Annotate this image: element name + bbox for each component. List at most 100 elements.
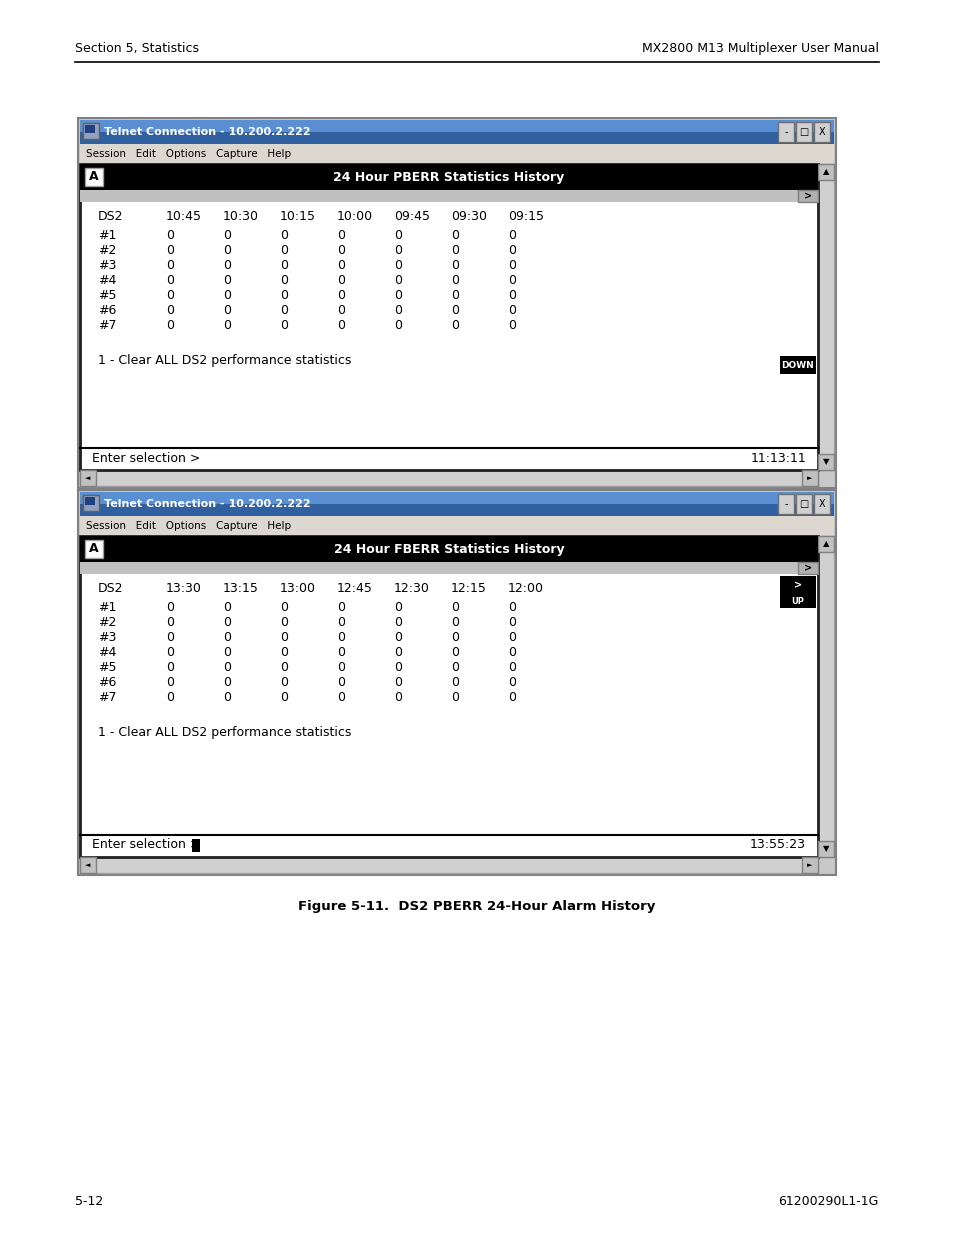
Text: 0: 0: [507, 692, 516, 704]
Text: 0: 0: [451, 692, 458, 704]
Text: 0: 0: [394, 676, 401, 689]
Bar: [192, 839, 200, 852]
Text: >: >: [803, 563, 811, 573]
Text: Figure 5-11.  DS2 PBERR 24-Hour Alarm History: Figure 5-11. DS2 PBERR 24-Hour Alarm His…: [298, 900, 655, 913]
Bar: [817, 841, 833, 857]
Text: 0: 0: [507, 631, 516, 643]
Text: 09:15: 09:15: [507, 210, 543, 224]
Text: DS2: DS2: [98, 582, 123, 595]
Text: 0: 0: [166, 692, 173, 704]
Text: 0: 0: [280, 661, 288, 674]
Text: 0: 0: [507, 319, 516, 332]
Text: 0: 0: [451, 319, 458, 332]
Text: 13:15: 13:15: [223, 582, 258, 595]
Text: 0: 0: [166, 289, 173, 303]
Bar: [795, 122, 811, 142]
Text: 0: 0: [223, 616, 231, 629]
Text: 0: 0: [336, 289, 345, 303]
Bar: [83, 495, 99, 511]
Text: 0: 0: [336, 259, 345, 272]
Bar: [80, 164, 817, 471]
Text: 0: 0: [223, 646, 231, 659]
Text: 0: 0: [451, 289, 458, 303]
Text: ►: ►: [806, 475, 812, 480]
Bar: [817, 454, 833, 471]
Text: A: A: [89, 542, 99, 556]
Text: 1 - Clear ALL DS2 performance statistics: 1 - Clear ALL DS2 performance statistics: [98, 726, 351, 739]
Text: #5: #5: [98, 661, 116, 674]
Text: 0: 0: [336, 616, 345, 629]
Text: 0: 0: [451, 601, 458, 614]
Text: 0: 0: [507, 616, 516, 629]
Text: 0: 0: [507, 676, 516, 689]
Text: 09:30: 09:30: [451, 210, 486, 224]
Bar: [817, 536, 833, 857]
Text: ▼: ▼: [821, 457, 828, 467]
Text: Enter selection >: Enter selection >: [91, 452, 200, 464]
Text: #1: #1: [98, 228, 116, 242]
Bar: [780, 576, 815, 594]
Text: 0: 0: [507, 304, 516, 317]
Bar: [795, 494, 811, 514]
Text: -: -: [783, 499, 787, 509]
Text: A: A: [89, 170, 99, 184]
Text: 0: 0: [336, 319, 345, 332]
Text: 0: 0: [280, 646, 288, 659]
Text: 0: 0: [280, 631, 288, 643]
Text: 5-12: 5-12: [75, 1195, 103, 1208]
Text: 0: 0: [280, 676, 288, 689]
Text: 0: 0: [280, 616, 288, 629]
Text: 0: 0: [223, 304, 231, 317]
Text: 0: 0: [223, 692, 231, 704]
Text: ▼: ▼: [821, 845, 828, 853]
Text: 0: 0: [507, 245, 516, 257]
Text: #4: #4: [98, 646, 116, 659]
Text: 0: 0: [166, 646, 173, 659]
Bar: [797, 562, 817, 574]
Text: #2: #2: [98, 245, 116, 257]
Text: DOWN: DOWN: [781, 361, 814, 369]
Text: MX2800 M13 Multiplexer User Manual: MX2800 M13 Multiplexer User Manual: [641, 42, 878, 56]
Bar: [80, 536, 817, 857]
Text: 0: 0: [166, 228, 173, 242]
Text: 0: 0: [451, 274, 458, 287]
Text: 0: 0: [394, 661, 401, 674]
Text: 0: 0: [451, 661, 458, 674]
Text: ▲: ▲: [821, 540, 828, 548]
Bar: [83, 124, 99, 140]
Text: 0: 0: [280, 601, 288, 614]
Bar: [80, 492, 833, 504]
Text: 0: 0: [336, 274, 345, 287]
Text: ◄: ◄: [85, 862, 91, 868]
Text: >: >: [803, 191, 811, 201]
Bar: [85, 496, 95, 505]
Text: 0: 0: [336, 304, 345, 317]
Bar: [80, 471, 817, 487]
Text: 0: 0: [336, 692, 345, 704]
Text: >: >: [793, 580, 801, 590]
Text: 0: 0: [451, 245, 458, 257]
Bar: [85, 540, 103, 558]
Bar: [85, 168, 103, 186]
Bar: [85, 125, 95, 133]
Text: 0: 0: [166, 616, 173, 629]
Bar: [80, 536, 817, 562]
Text: 0: 0: [394, 646, 401, 659]
Bar: [80, 857, 817, 873]
Text: Telnet Connection - 10.200.2.222: Telnet Connection - 10.200.2.222: [104, 499, 311, 509]
Text: □: □: [799, 127, 808, 137]
Text: 24 Hour PBERR Statistics History: 24 Hour PBERR Statistics History: [333, 170, 564, 184]
Text: -: -: [783, 127, 787, 137]
Text: 0: 0: [223, 661, 231, 674]
Text: □: □: [799, 499, 808, 509]
Text: 11:13:11: 11:13:11: [749, 452, 805, 464]
Text: 0: 0: [166, 304, 173, 317]
Text: 0: 0: [507, 601, 516, 614]
Bar: [778, 122, 793, 142]
Text: #7: #7: [98, 319, 116, 332]
Text: 10:00: 10:00: [336, 210, 373, 224]
Text: 0: 0: [280, 245, 288, 257]
Text: 0: 0: [451, 228, 458, 242]
Text: Session   Edit   Options   Capture   Help: Session Edit Options Capture Help: [86, 149, 291, 159]
Bar: [80, 857, 96, 873]
